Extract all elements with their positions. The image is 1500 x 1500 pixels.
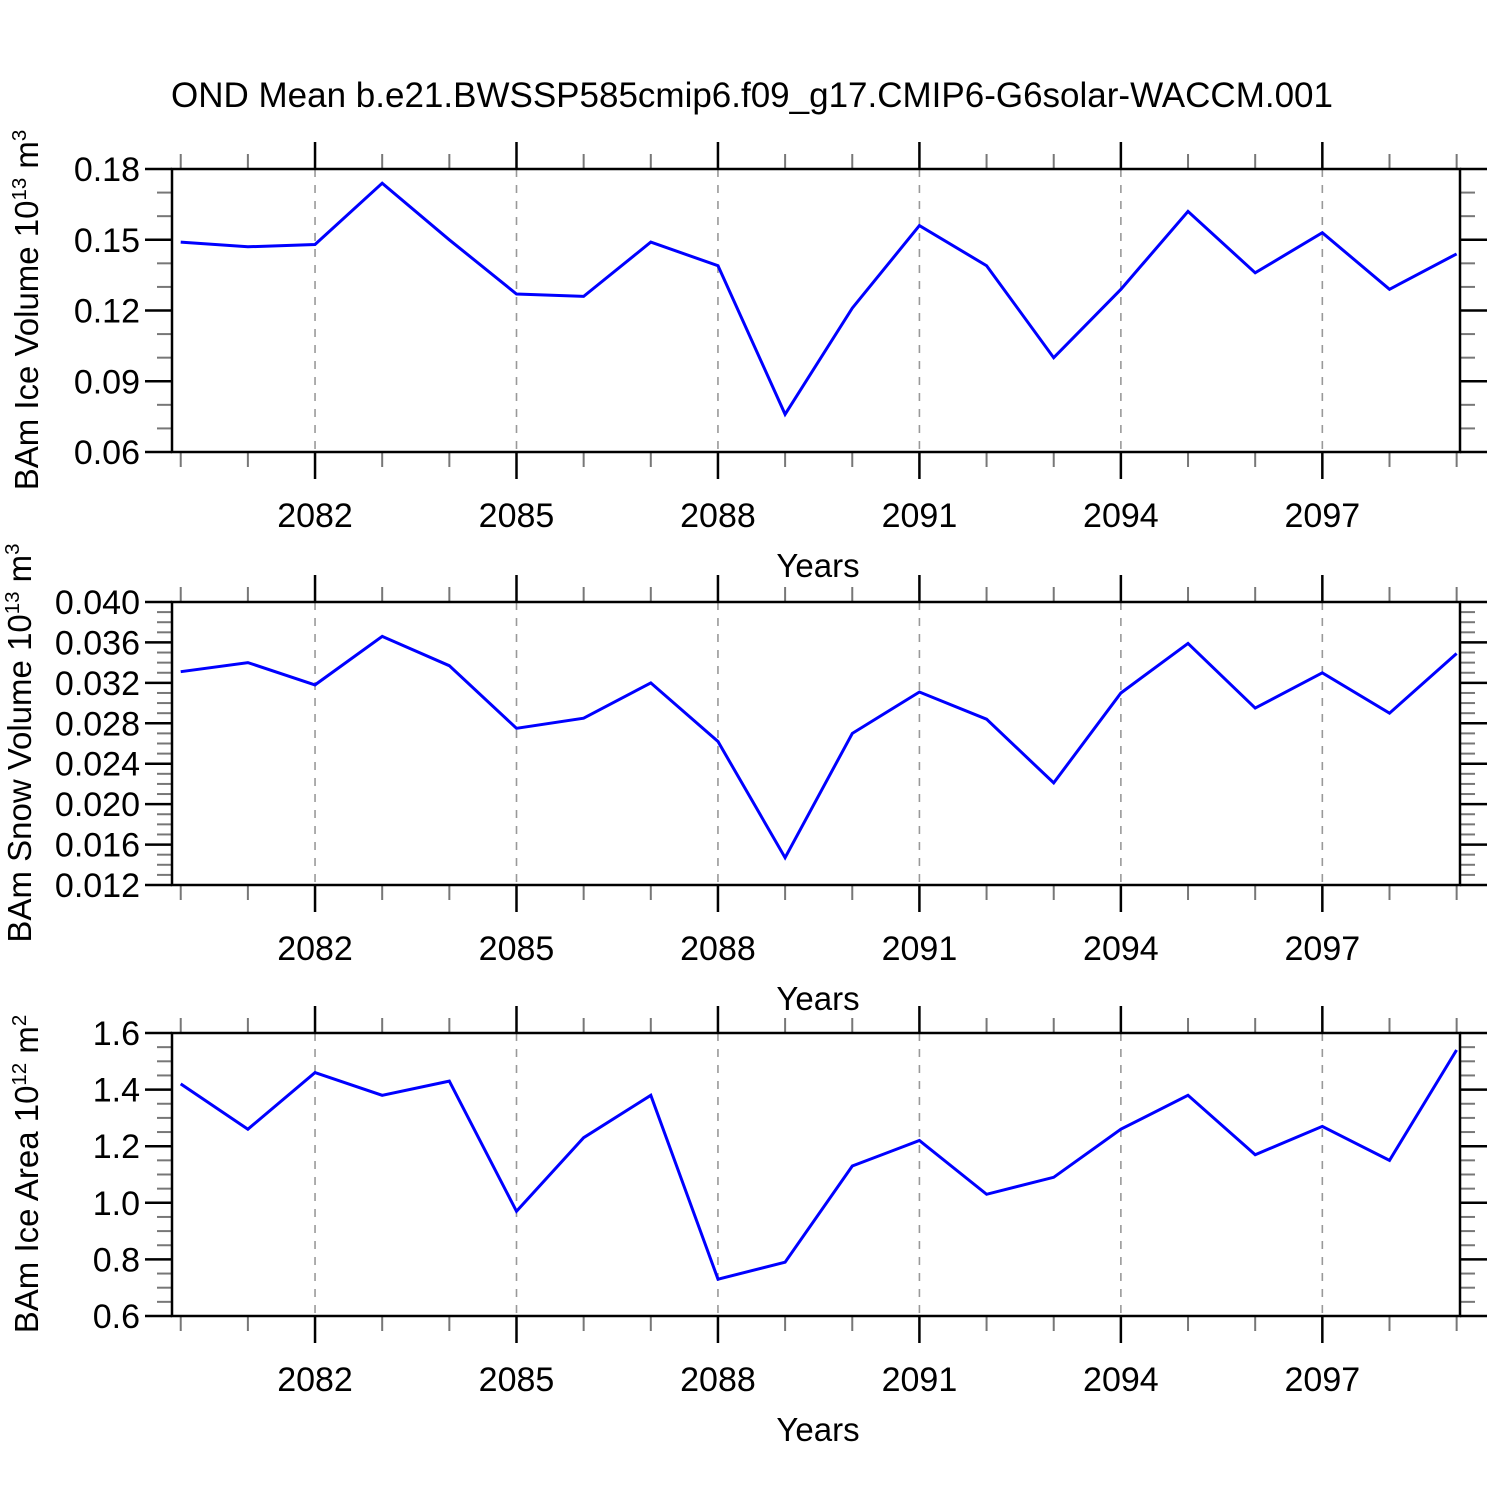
x-tick-label: 2085	[479, 930, 555, 968]
y-tick-label: 0.036	[55, 624, 140, 662]
panel-snow-volume: 0.0120.0160.0200.0240.0280.0320.0360.040…	[55, 575, 1487, 1017]
y-tick-label: 0.18	[74, 151, 140, 189]
panel-ice-area: 0.6 0.8 1.0 1.2 1.4 1.6 2082 2085 2088 2091 2094 20…	[93, 1006, 1487, 1448]
y-tick-label: 0.012	[55, 867, 140, 905]
y-tick-label: 0.024	[55, 746, 140, 784]
x-tick-label: 2082	[277, 930, 353, 968]
panel-border	[170, 600, 1462, 887]
data-line-ice-area	[179, 1049, 1458, 1281]
x-tick-label: 2088	[680, 497, 756, 535]
x-tick-label: 2082	[277, 1361, 353, 1399]
x-tick-label: 2091	[882, 930, 958, 968]
x-tick-label: 2097	[1285, 497, 1361, 535]
y-tick-label: 1.4	[93, 1072, 140, 1110]
y-tick-label: 0.020	[55, 786, 140, 824]
x-tick-label: 2088	[680, 1361, 756, 1399]
x-axis-title: Years	[776, 1411, 859, 1448]
y-tick-label: 0.15	[74, 222, 140, 260]
y-tick-label: 0.06	[74, 434, 140, 472]
x-axis-title: Years	[776, 980, 859, 1017]
x-tick-label: 2097	[1285, 1361, 1361, 1399]
data-line-ice-volume	[180, 181, 1458, 418]
x-tick-label: 2091	[882, 497, 958, 535]
panel-border	[170, 1031, 1462, 1318]
y-tick-label: 0.032	[55, 665, 140, 703]
y-tick-label: 0.8	[93, 1241, 140, 1279]
panel-border	[170, 167, 1462, 454]
chart-title: OND Mean b.e21.BWSSP585cmip6.f09_g17.CMI…	[171, 76, 1333, 115]
y-tick-label: 0.016	[55, 827, 140, 865]
y-tick-label: 1.2	[93, 1128, 140, 1166]
x-tick-label: 2097	[1285, 930, 1361, 968]
y-tick-label: 0.6	[93, 1298, 140, 1336]
x-tick-label: 2091	[882, 1361, 958, 1399]
x-tick-label: 2094	[1083, 497, 1159, 535]
x-tick-label: 2085	[479, 1361, 555, 1399]
y-tick-label: 0.09	[74, 363, 140, 401]
y-tick-label: 0.12	[74, 293, 140, 331]
y-tick-label: 1.6	[93, 1015, 140, 1053]
x-tick-label: 2094	[1083, 930, 1159, 968]
x-tick-label: 2094	[1083, 1361, 1159, 1399]
y-tick-label: 0.040	[55, 584, 140, 622]
y-tick-label: 1.0	[93, 1185, 140, 1223]
panel-ice-volume: 0.06 0.09 0.12 0.15 0.18 2082 2085 2088 2091 2094…	[74, 142, 1487, 584]
x-tick-label: 2088	[680, 930, 756, 968]
x-tick-label: 2082	[277, 497, 353, 535]
data-line-snow-volume	[180, 634, 1458, 861]
y-tick-label: 0.028	[55, 705, 140, 743]
x-tick-label: 2085	[479, 497, 555, 535]
x-axis-title: Years	[776, 547, 859, 584]
